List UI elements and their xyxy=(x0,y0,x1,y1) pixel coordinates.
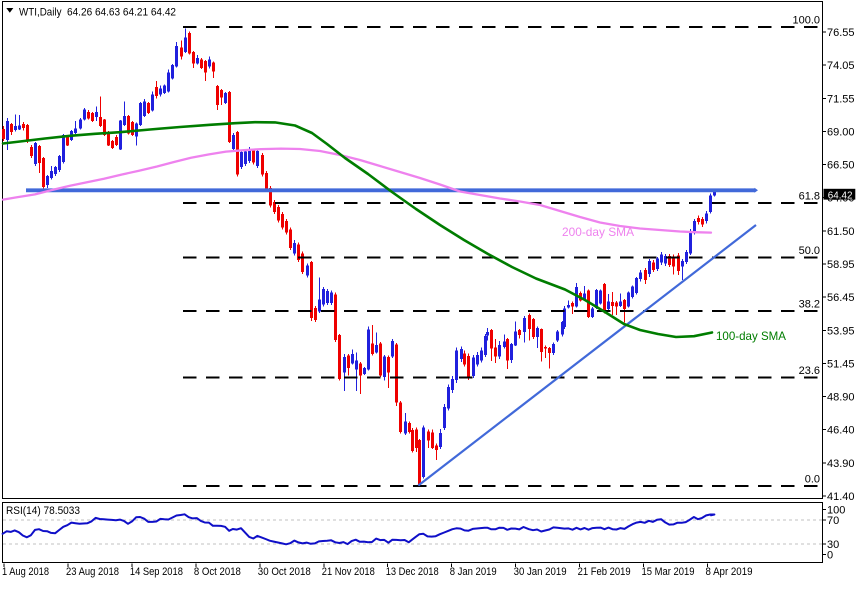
svg-text:21 Nov 2018: 21 Nov 2018 xyxy=(322,566,375,578)
svg-text:8 Oct 2018: 8 Oct 2018 xyxy=(194,566,241,578)
svg-text:13 Dec 2018: 13 Dec 2018 xyxy=(386,566,439,578)
svg-text:14 Sep 2018: 14 Sep 2018 xyxy=(130,566,183,578)
svg-text:66.50: 66.50 xyxy=(827,160,855,172)
svg-text:43.90: 43.90 xyxy=(827,458,855,470)
svg-text:50.0: 50.0 xyxy=(799,245,820,257)
svg-text:64.42: 64.42 xyxy=(828,189,853,201)
svg-text:71.55: 71.55 xyxy=(827,93,855,105)
svg-text:100-day SMA: 100-day SMA xyxy=(716,329,786,343)
svg-text:53.95: 53.95 xyxy=(827,325,855,337)
svg-text:56.45: 56.45 xyxy=(827,292,855,304)
svg-text:0.0: 0.0 xyxy=(805,474,820,486)
svg-text:64.26 64.63 64.21 64.42: 64.26 64.63 64.21 64.42 xyxy=(67,7,176,19)
svg-text:30 Oct 2018: 30 Oct 2018 xyxy=(258,566,311,578)
svg-text:200-day SMA: 200-day SMA xyxy=(562,225,634,239)
svg-text:100: 100 xyxy=(827,505,845,517)
svg-text:30: 30 xyxy=(827,539,839,551)
svg-text:38.2: 38.2 xyxy=(799,299,820,311)
svg-text:RSI(14) 78.5033: RSI(14) 78.5033 xyxy=(6,505,80,517)
svg-text:WTI,Daily: WTI,Daily xyxy=(19,7,62,19)
svg-text:1 Aug 2018: 1 Aug 2018 xyxy=(2,566,49,578)
svg-text:69.00: 69.00 xyxy=(827,126,855,138)
svg-text:41.40: 41.40 xyxy=(827,491,855,503)
svg-text:15 Mar 2019: 15 Mar 2019 xyxy=(642,566,695,578)
svg-text:48.90: 48.90 xyxy=(827,392,855,404)
svg-text:30 Jan 2019: 30 Jan 2019 xyxy=(514,566,567,578)
svg-text:46.40: 46.40 xyxy=(827,425,855,437)
svg-text:58.95: 58.95 xyxy=(827,259,855,271)
svg-text:100.0: 100.0 xyxy=(792,15,820,27)
svg-text:70: 70 xyxy=(827,515,839,527)
svg-text:61.50: 61.50 xyxy=(827,226,855,238)
svg-text:8 Apr 2019: 8 Apr 2019 xyxy=(706,566,753,578)
svg-text:8 Jan 2019: 8 Jan 2019 xyxy=(450,566,497,578)
svg-text:0: 0 xyxy=(827,550,833,562)
svg-text:51.45: 51.45 xyxy=(827,358,855,370)
svg-text:21 Feb 2019: 21 Feb 2019 xyxy=(578,566,631,578)
svg-text:23 Aug 2018: 23 Aug 2018 xyxy=(66,566,119,578)
svg-text:74.05: 74.05 xyxy=(827,60,855,72)
svg-text:76.55: 76.55 xyxy=(827,27,855,39)
svg-text:23.6: 23.6 xyxy=(799,365,820,377)
svg-text:61.8: 61.8 xyxy=(799,191,820,203)
